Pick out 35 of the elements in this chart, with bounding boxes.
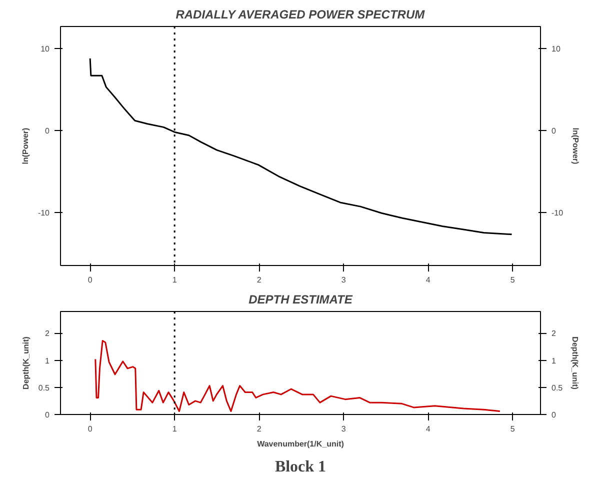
y2-axis-title: Depth(K_unit): [570, 336, 580, 390]
chart-title: RADIALLY AVERAGED POWER SPECTRUM: [176, 8, 426, 22]
x-tick-label: 4: [426, 276, 431, 284]
y2-tick-label: 10: [552, 44, 561, 54]
line-series: [94, 340, 501, 412]
y-tick-label: -10: [38, 208, 50, 218]
x-tick-label: 2: [256, 276, 262, 284]
chart-title: DEPTH ESTIMATE: [248, 292, 354, 306]
x-tick-label: 0: [88, 276, 93, 284]
y-tick-label: 10: [40, 44, 50, 54]
x-axis-title: Wavenumber(1/K_unit): [257, 440, 344, 448]
x-tick-label: 5: [510, 424, 516, 434]
y-axis-title: ln(Power): [20, 127, 30, 164]
x-tick-label: 0: [88, 424, 93, 434]
y2-tick-label: -10: [552, 208, 564, 218]
y2-tick-label: 0: [552, 126, 556, 136]
x-tick-label: 1: [172, 424, 178, 434]
y-tick-label: 1: [45, 356, 50, 366]
x-tick-label: 1: [172, 276, 178, 284]
y2-tick-label: 1: [552, 356, 556, 366]
y2-tick-label: 0: [552, 410, 556, 420]
y-tick-label: 0: [45, 126, 50, 136]
x-tick-label: 2: [256, 424, 262, 434]
y2-tick-label: 2: [552, 329, 556, 338]
y-tick-label: 0.5: [38, 383, 50, 392]
y-axis-title: Depth(K_unit): [21, 336, 30, 390]
y-tick-label: 2: [45, 329, 50, 338]
y-tick-label: 0: [45, 410, 50, 420]
text: Block 1: [274, 458, 326, 476]
y2-tick-label: 0.5: [552, 383, 564, 392]
y2-axis-title: ln(Power): [571, 128, 580, 165]
x-tick-label: 4: [426, 424, 431, 434]
x-tick-label: 5: [510, 276, 516, 284]
x-tick-label: 3: [341, 276, 346, 284]
x-tick-label: 3: [341, 424, 346, 434]
